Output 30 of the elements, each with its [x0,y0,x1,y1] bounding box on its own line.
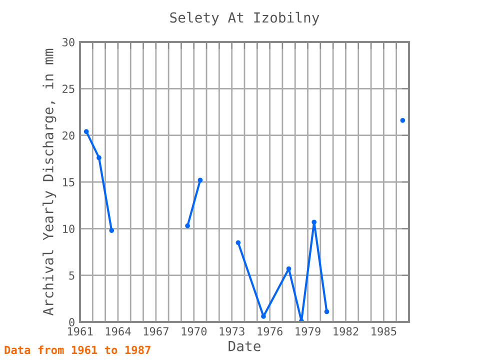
x-tick-label: 1979 [296,327,320,336]
x-tick-label: 1970 [182,327,207,336]
point [84,129,89,134]
x-tick-label: 1964 [106,327,131,336]
x-tick-label: 1973 [220,327,244,336]
x-tick-label: 1982 [334,327,358,336]
x-axis-title: Date [228,340,260,352]
point [236,240,241,246]
chart-title: Selety At Izobilny [170,12,320,26]
x-tick-label: 1985 [372,327,396,336]
point [109,228,114,233]
y-tick-label: 30 [62,38,74,46]
y-tick-label: 0 [69,318,74,326]
text: Data from 1961 to 1987 [4,346,150,354]
point [400,118,406,123]
y-tick-label: 20 [62,131,74,140]
y-axis-title: Archival Yearly Discharge, in mm [42,48,56,316]
point [312,220,317,225]
point [198,178,203,183]
x-tick-label: 1967 [144,327,168,336]
y-tick-label: 15 [63,178,74,186]
x-tick-label: 1976 [258,327,282,336]
point [324,309,330,314]
y-tick-label: 10 [63,224,74,234]
point [286,266,292,272]
y-tick-label: 25 [62,84,74,94]
x-tick-label: 1961 [68,327,93,336]
point [185,223,190,228]
point [96,155,102,160]
y-tick-label: 5 [69,271,74,280]
